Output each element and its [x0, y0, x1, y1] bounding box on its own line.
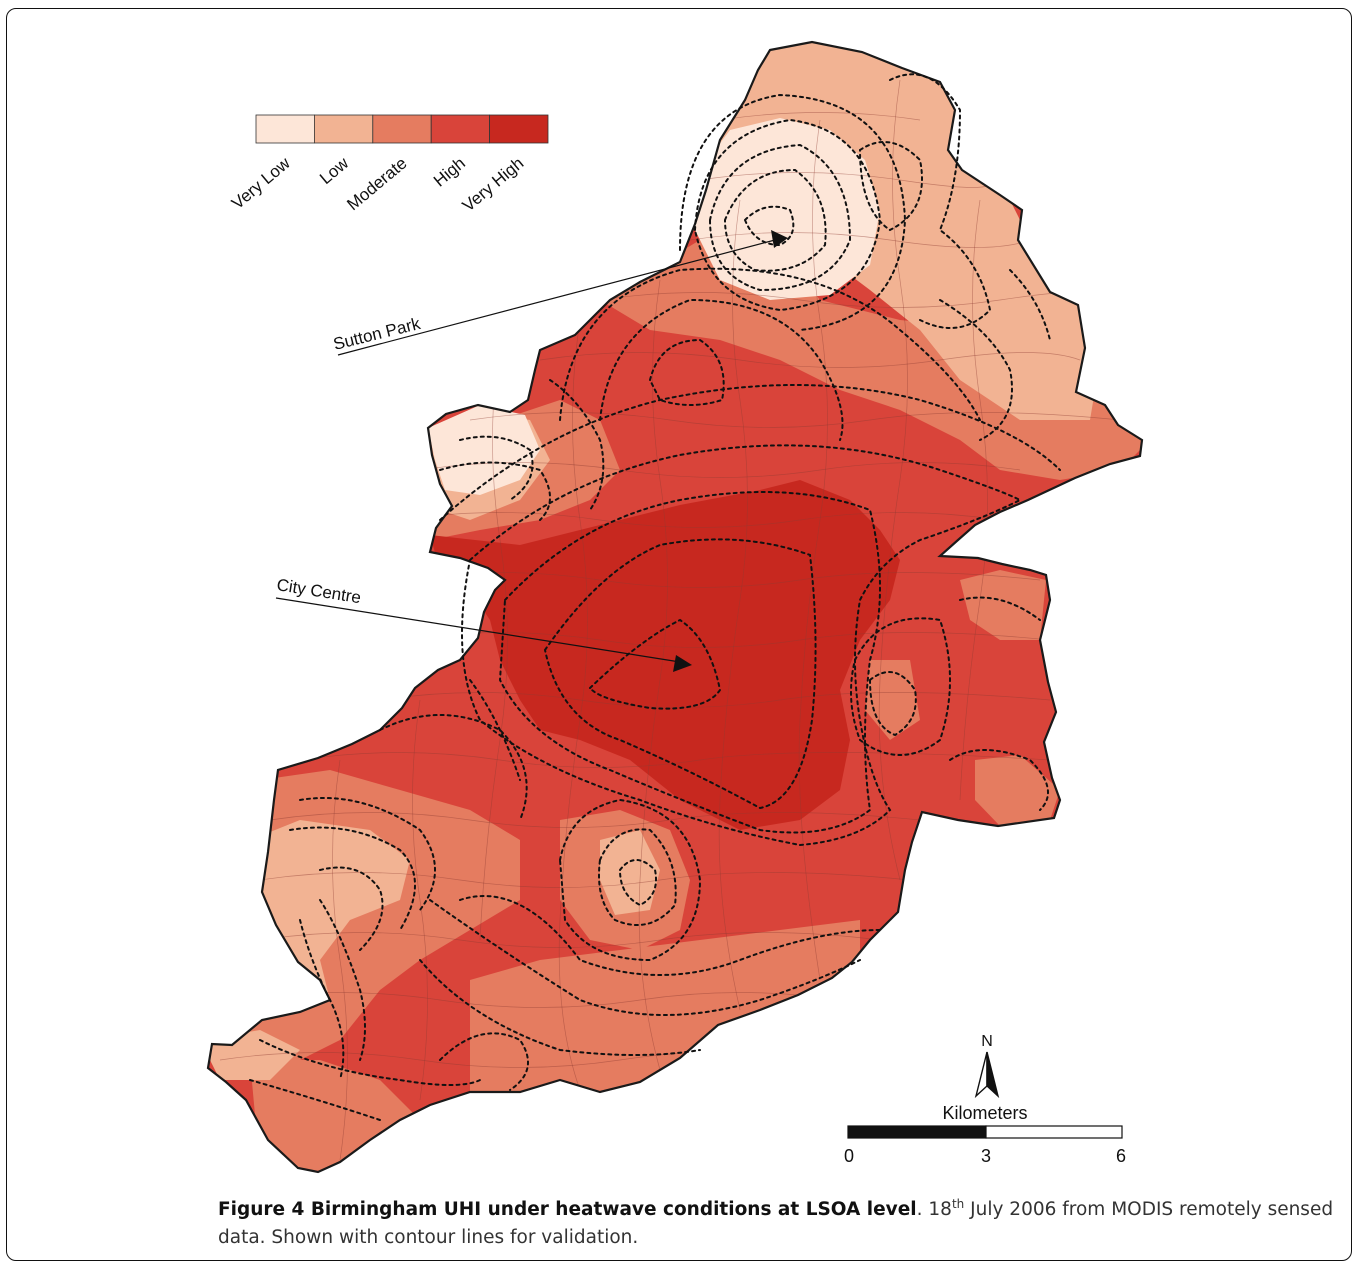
legend-label-moderate: Moderate — [343, 154, 410, 215]
caption-body: July 2006 from MODIS remotely sensed dat… — [218, 1199, 1334, 1248]
scale-tick-0: 0 — [844, 1146, 854, 1166]
legend-label-very-high: Very High — [459, 154, 528, 216]
zone-moderate-south — [470, 920, 860, 1100]
sutton-park-label: Sutton Park — [331, 314, 422, 354]
legend-swatch-very-high — [489, 114, 549, 144]
north-label: N — [981, 1033, 993, 1050]
scale-tick-3: 3 — [981, 1146, 991, 1166]
north-arrow: N — [974, 1033, 1000, 1099]
figure-caption: Figure 4 Birmingham UHI under heatwave c… — [218, 1196, 1334, 1248]
zone-very-low-west — [428, 405, 540, 495]
caption-day: 18 — [928, 1199, 952, 1220]
caption-title: Figure 4 Birmingham UHI under heatwave c… — [218, 1199, 917, 1220]
contour-lines — [249, 73, 1061, 1121]
north-arrow-left — [974, 1051, 988, 1099]
legend-swatch-moderate — [372, 114, 432, 144]
scale-tick-6: 6 — [1116, 1146, 1126, 1166]
city-centre-label: City Centre — [275, 575, 362, 607]
zone-low-central-south — [600, 830, 660, 915]
scale-title: Kilometers — [942, 1103, 1027, 1123]
scale-bar: Kilometers 0 3 6 — [844, 1103, 1126, 1166]
city-centre-arrowhead — [673, 655, 692, 672]
zone-moderate-east — [960, 570, 1046, 640]
zone-very-high-centre — [430, 480, 900, 830]
zone-moderate-southeast — [975, 755, 1060, 826]
legend-swatch-high — [430, 114, 491, 144]
legend-swatch-very-low — [255, 114, 315, 144]
north-arrow-right — [986, 1051, 1000, 1099]
legend-label-very-low: Very Low — [228, 153, 294, 213]
figure-frame — [6, 8, 1352, 1261]
legend-label-high: High — [430, 154, 469, 191]
legend-swatch-low — [313, 114, 374, 144]
legend-label-low: Low — [316, 153, 353, 188]
caption-ordinal: th — [951, 1196, 965, 1211]
scale-segment-black — [847, 1125, 987, 1139]
scale-segment-white — [985, 1125, 1123, 1139]
sutton-park-arrowhead — [771, 230, 788, 248]
